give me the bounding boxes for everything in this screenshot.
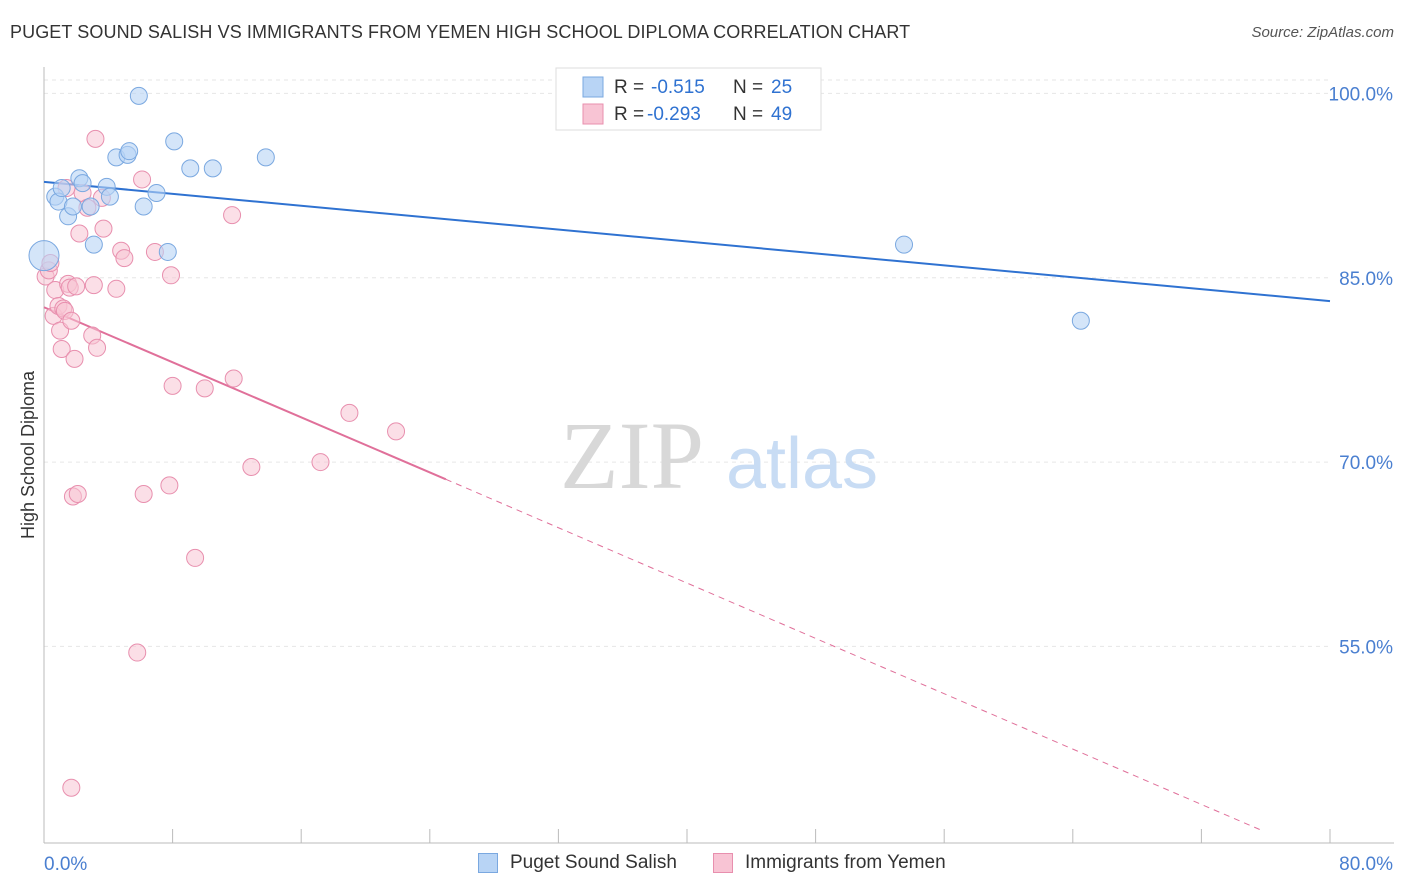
watermark: ZIP atlas xyxy=(560,402,878,509)
legend-item-immigrants-from-yemen: Immigrants from Yemen xyxy=(713,852,946,874)
point-immigrants-from-yemen xyxy=(133,170,152,189)
watermark-zip: ZIP xyxy=(560,402,704,509)
point-immigrants-from-yemen xyxy=(65,349,84,368)
legend-r-label: R = xyxy=(614,77,644,98)
point-immigrants-from-yemen xyxy=(86,129,105,148)
point-puget-sound-salish xyxy=(52,179,71,198)
legend-swatch-pink xyxy=(713,853,733,873)
point-immigrants-from-yemen xyxy=(107,279,126,298)
point-puget-sound-salish xyxy=(147,183,166,202)
y-tick-label: 55.0% xyxy=(1339,637,1393,658)
point-puget-sound-salish xyxy=(63,197,82,216)
chart-title: PUGET SOUND SALISH VS IMMIGRANTS FROM YE… xyxy=(10,22,911,42)
data-points xyxy=(28,86,1090,797)
point-puget-sound-salish xyxy=(181,159,200,178)
point-puget-sound-salish xyxy=(134,197,153,216)
point-puget-sound-salish xyxy=(73,174,92,193)
x-tick-label: 80.0% xyxy=(1339,854,1393,875)
point-immigrants-from-yemen xyxy=(94,219,113,238)
point-puget-sound-salish xyxy=(100,187,119,206)
x-tick-label: 0.0% xyxy=(44,854,87,875)
point-immigrants-from-yemen xyxy=(128,643,147,662)
point-immigrants-from-yemen xyxy=(311,453,330,472)
point-puget-sound-salish xyxy=(158,242,177,261)
grid-lines xyxy=(44,79,1330,647)
point-immigrants-from-yemen xyxy=(161,266,180,285)
point-immigrants-from-yemen xyxy=(88,338,107,357)
point-immigrants-from-yemen xyxy=(223,206,242,225)
legend-n-value: 25 xyxy=(771,77,792,98)
point-puget-sound-salish xyxy=(1071,311,1090,330)
point-immigrants-from-yemen xyxy=(62,778,81,797)
point-immigrants-from-yemen xyxy=(68,485,87,504)
point-puget-sound-salish xyxy=(165,132,184,151)
point-immigrants-from-yemen xyxy=(52,340,71,359)
legend-item-puget-sound-salish: Puget Sound Salish xyxy=(478,852,677,874)
point-puget-sound-salish xyxy=(28,240,60,272)
trend-extension-immigrants-from-yemen xyxy=(445,478,1263,832)
y-tick-label: 85.0% xyxy=(1339,269,1393,290)
y-tick-label: 70.0% xyxy=(1339,453,1393,474)
legend-r-value: -0.515 xyxy=(651,77,705,98)
point-immigrants-from-yemen xyxy=(62,311,81,330)
y-tick-label: 100.0% xyxy=(1329,84,1394,105)
watermark-atlas: atlas xyxy=(726,424,878,504)
point-immigrants-from-yemen xyxy=(340,403,359,422)
trend-line-puget-sound-salish xyxy=(43,180,1331,303)
point-puget-sound-salish xyxy=(81,197,100,216)
point-puget-sound-salish xyxy=(84,235,103,254)
legend-top: R = -0.515 N = 25 R = -0.293 N = 49 xyxy=(555,67,822,131)
point-immigrants-from-yemen xyxy=(84,276,103,295)
y-tick-labels: 55.0% 70.0% 85.0% 100.0% xyxy=(1329,84,1394,658)
legend-n-value: 49 xyxy=(771,104,792,125)
chart-source: Source: ZipAtlas.com xyxy=(1251,24,1394,41)
point-immigrants-from-yemen xyxy=(67,277,86,296)
legend-r-value: -0.293 xyxy=(647,104,701,125)
point-immigrants-from-yemen xyxy=(195,379,214,398)
point-puget-sound-salish xyxy=(256,148,275,167)
point-immigrants-from-yemen xyxy=(160,476,179,495)
legend-label: Puget Sound Salish xyxy=(510,852,677,873)
x-tick-labels: 0.0% 80.0% xyxy=(44,854,1393,875)
point-puget-sound-salish xyxy=(120,142,139,161)
point-puget-sound-salish xyxy=(895,235,914,254)
point-immigrants-from-yemen xyxy=(70,224,89,243)
point-immigrants-from-yemen xyxy=(134,485,153,504)
legend-n-label: N = xyxy=(733,77,763,98)
point-immigrants-from-yemen xyxy=(115,249,134,268)
legend-label: Immigrants from Yemen xyxy=(745,852,946,873)
legend-swatch-pink xyxy=(582,103,604,125)
point-immigrants-from-yemen xyxy=(224,369,243,388)
trend-line-immigrants-from-yemen xyxy=(43,306,447,481)
legend-n-label: N = xyxy=(733,104,763,125)
legend-swatch-blue xyxy=(478,853,498,873)
point-puget-sound-salish xyxy=(203,159,222,178)
legend-bottom: Puget Sound Salish Immigrants from Yemen xyxy=(0,852,1406,878)
legend-swatch-blue xyxy=(582,76,604,98)
axes xyxy=(43,67,1394,844)
point-immigrants-from-yemen xyxy=(387,422,406,441)
trend-lines xyxy=(43,180,1331,832)
point-immigrants-from-yemen xyxy=(242,457,261,476)
legend-r-label: R = xyxy=(614,104,644,125)
y-axis-label: High School Diploma xyxy=(18,370,38,539)
point-puget-sound-salish xyxy=(129,86,148,105)
point-immigrants-from-yemen xyxy=(186,548,205,567)
point-immigrants-from-yemen xyxy=(163,376,182,395)
